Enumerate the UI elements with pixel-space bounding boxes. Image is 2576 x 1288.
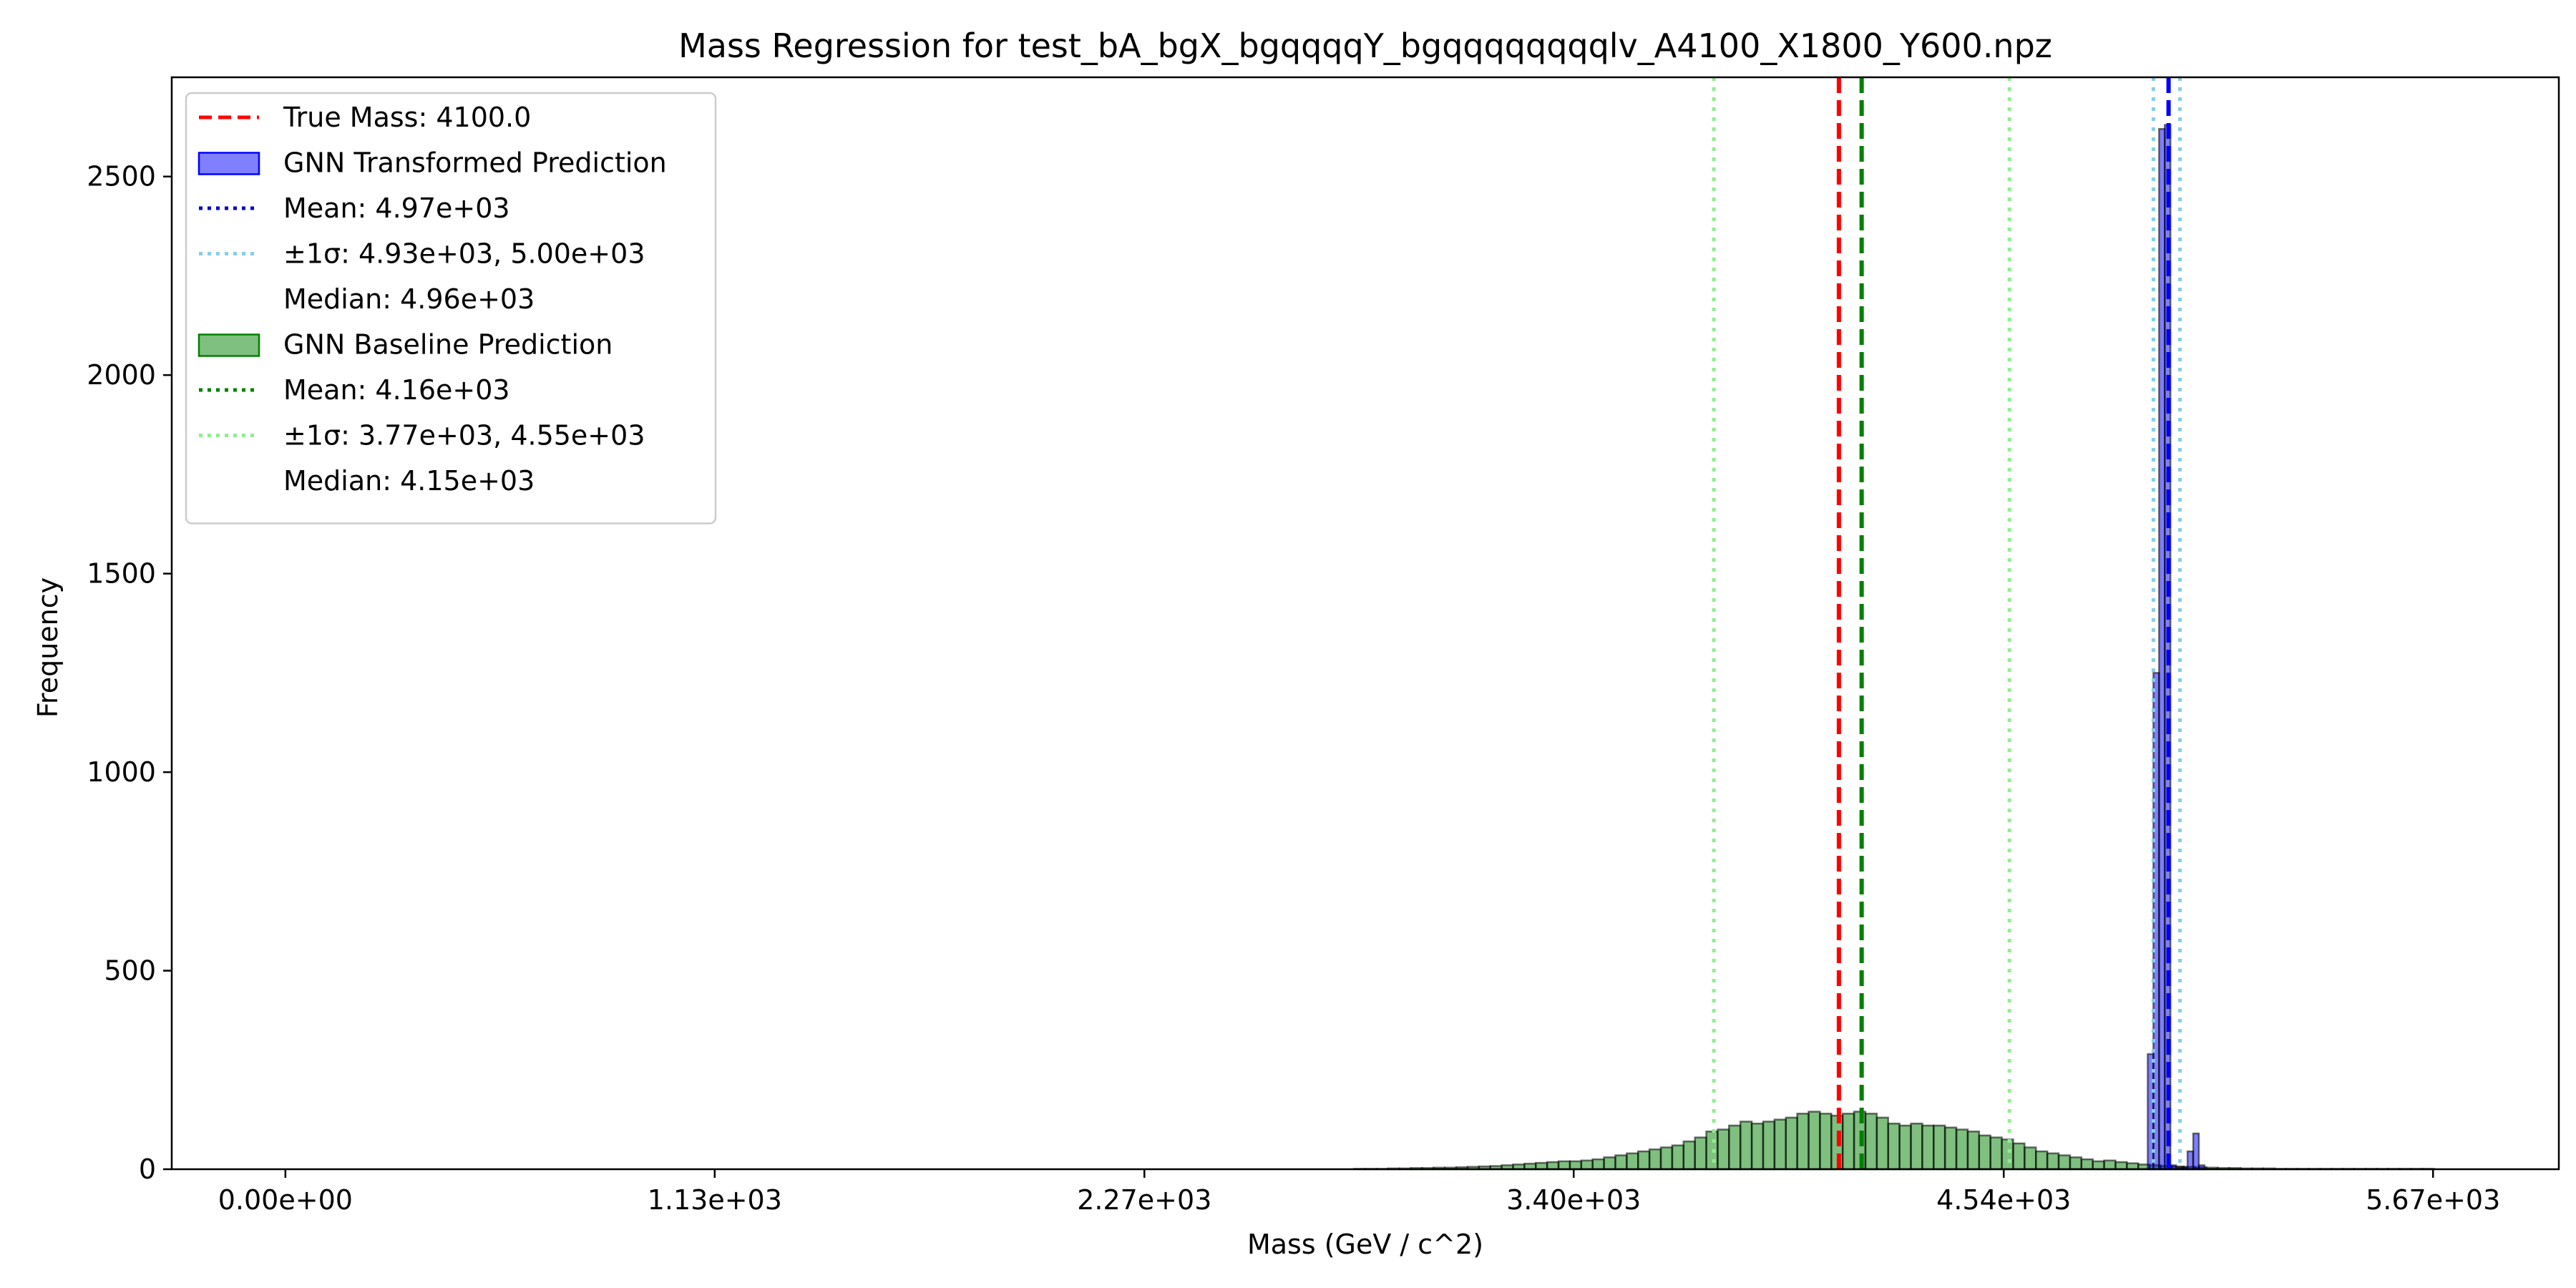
transformed-bar xyxy=(2192,1132,2200,1171)
y-axis-title: Frequency xyxy=(32,577,64,718)
baseline-bar xyxy=(1910,1122,1923,1171)
baseline-bar xyxy=(1671,1144,1685,1171)
y-tick-label: 1000 xyxy=(87,756,156,788)
legend-label: GNN Transformed Prediction xyxy=(283,147,667,179)
reference-lines xyxy=(1712,77,2182,1169)
baseline-bars xyxy=(1352,1111,2435,1171)
baseline-bar xyxy=(1887,1122,1901,1171)
baseline-bar xyxy=(2069,1156,2083,1171)
transformed-bars xyxy=(2147,124,2206,1171)
baseline-bar xyxy=(1614,1154,1628,1171)
legend-swatch xyxy=(197,152,260,175)
chart-title: Mass Regression for test_bA_bgX_bgqqqqY_… xyxy=(678,26,2052,65)
baseline-bar xyxy=(1773,1118,1787,1171)
baseline-bar xyxy=(1637,1150,1651,1171)
x-tick-label: 1.13e+03 xyxy=(648,1184,782,1216)
baseline-bar xyxy=(1557,1160,1571,1171)
legend-label: Mean: 4.16e+03 xyxy=(283,374,510,406)
baseline-bar xyxy=(1785,1116,1798,1171)
y-axis-ticks: 0 500 1000 1500 2000 2500 xyxy=(87,161,172,1185)
baseline-bar xyxy=(2080,1158,2094,1171)
baseline-bar xyxy=(1717,1128,1730,1171)
x-tick-label: 4.54e+03 xyxy=(1936,1184,2071,1216)
legend-label: ±1σ: 4.93e+03, 5.00e+03 xyxy=(283,238,645,270)
y-tick-label: 2000 xyxy=(87,359,156,391)
baseline-bar xyxy=(2012,1142,2026,1171)
y-tick-label: 0 xyxy=(139,1153,156,1185)
baseline-bar xyxy=(1819,1113,1833,1171)
baseline-bar xyxy=(1580,1159,1594,1171)
y-tick-label: 2500 xyxy=(87,161,156,192)
baseline-bar xyxy=(1966,1131,1981,1171)
baseline-bar xyxy=(1978,1134,1991,1171)
baseline-bar xyxy=(1943,1126,1958,1171)
legend-label: Median: 4.15e+03 xyxy=(283,465,535,497)
baseline-bar xyxy=(2024,1146,2037,1171)
baseline-bar xyxy=(1955,1128,1969,1171)
baseline-bar xyxy=(2035,1150,2049,1171)
baseline-bar xyxy=(1875,1116,1889,1171)
legend-swatch xyxy=(197,333,260,357)
baseline-bar xyxy=(1603,1156,1616,1171)
baseline-bar xyxy=(2114,1161,2128,1171)
legend: True Mass: 4100.0 GNN Transformed Predict… xyxy=(185,92,717,525)
x-tick-label: 2.27e+03 xyxy=(1077,1184,1211,1216)
baseline-bar xyxy=(1728,1124,1742,1171)
legend-label: GNN Baseline Prediction xyxy=(283,329,613,361)
legend-label: Mean: 4.97e+03 xyxy=(283,192,510,224)
transformed-bar xyxy=(2164,124,2172,1171)
baseline-bar xyxy=(1989,1136,2003,1171)
x-axis-title: Mass (GeV / c^2) xyxy=(1247,1229,1483,1260)
legend-label: Median: 4.96e+03 xyxy=(283,283,535,315)
baseline-bar xyxy=(1898,1124,1912,1171)
baseline-bar xyxy=(1864,1113,1878,1171)
baseline-bar xyxy=(1648,1148,1662,1171)
baseline-bar xyxy=(2046,1152,2060,1171)
baseline-bar xyxy=(1921,1124,1935,1171)
baseline-bar xyxy=(1750,1122,1765,1171)
legend-box xyxy=(185,92,717,525)
baseline-bar xyxy=(1546,1161,1560,1171)
baseline-bar xyxy=(1626,1152,1639,1171)
baseline-bar xyxy=(1591,1158,1605,1171)
baseline-bar xyxy=(1568,1160,1583,1171)
baseline-bar xyxy=(2057,1154,2072,1171)
baseline-bar xyxy=(1694,1136,1707,1171)
legend-label: ±1σ: 3.77e+03, 4.55e+03 xyxy=(283,420,645,452)
baseline-bar xyxy=(2092,1160,2105,1171)
x-tick-label: 5.67e+03 xyxy=(2366,1184,2500,1216)
baseline-bar xyxy=(1535,1161,1548,1171)
baseline-bar xyxy=(1796,1113,1810,1171)
baseline-bar xyxy=(1682,1140,1696,1171)
plot-area xyxy=(170,76,2560,1171)
baseline-bar xyxy=(1705,1131,1719,1171)
baseline-bar xyxy=(1739,1121,1753,1171)
y-tick-label: 1500 xyxy=(87,558,156,590)
baseline-bar xyxy=(1659,1146,1674,1171)
x-tick-label: 0.00e+00 xyxy=(218,1184,353,1216)
x-tick-label: 3.40e+03 xyxy=(1506,1184,1641,1216)
legend-label: True Mass: 4100.0 xyxy=(283,102,531,133)
y-tick-label: 500 xyxy=(104,955,156,987)
x-axis-ticks: 0.00e+00 1.13e+03 2.27e+03 3.40e+03 4.54e+03… xyxy=(218,1169,2500,1216)
baseline-bar xyxy=(2001,1138,2014,1171)
baseline-bar xyxy=(1933,1124,1946,1171)
baseline-bar xyxy=(1807,1111,1821,1171)
baseline-bar xyxy=(2103,1159,2117,1171)
baseline-bar xyxy=(1841,1113,1855,1171)
baseline-bar xyxy=(1762,1121,1776,1171)
